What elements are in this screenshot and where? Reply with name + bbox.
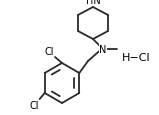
Text: HN: HN	[86, 0, 100, 6]
Text: H−Cl: H−Cl	[122, 53, 150, 62]
Text: Cl: Cl	[45, 47, 54, 56]
Text: Cl: Cl	[29, 100, 39, 110]
Text: N: N	[99, 45, 107, 55]
